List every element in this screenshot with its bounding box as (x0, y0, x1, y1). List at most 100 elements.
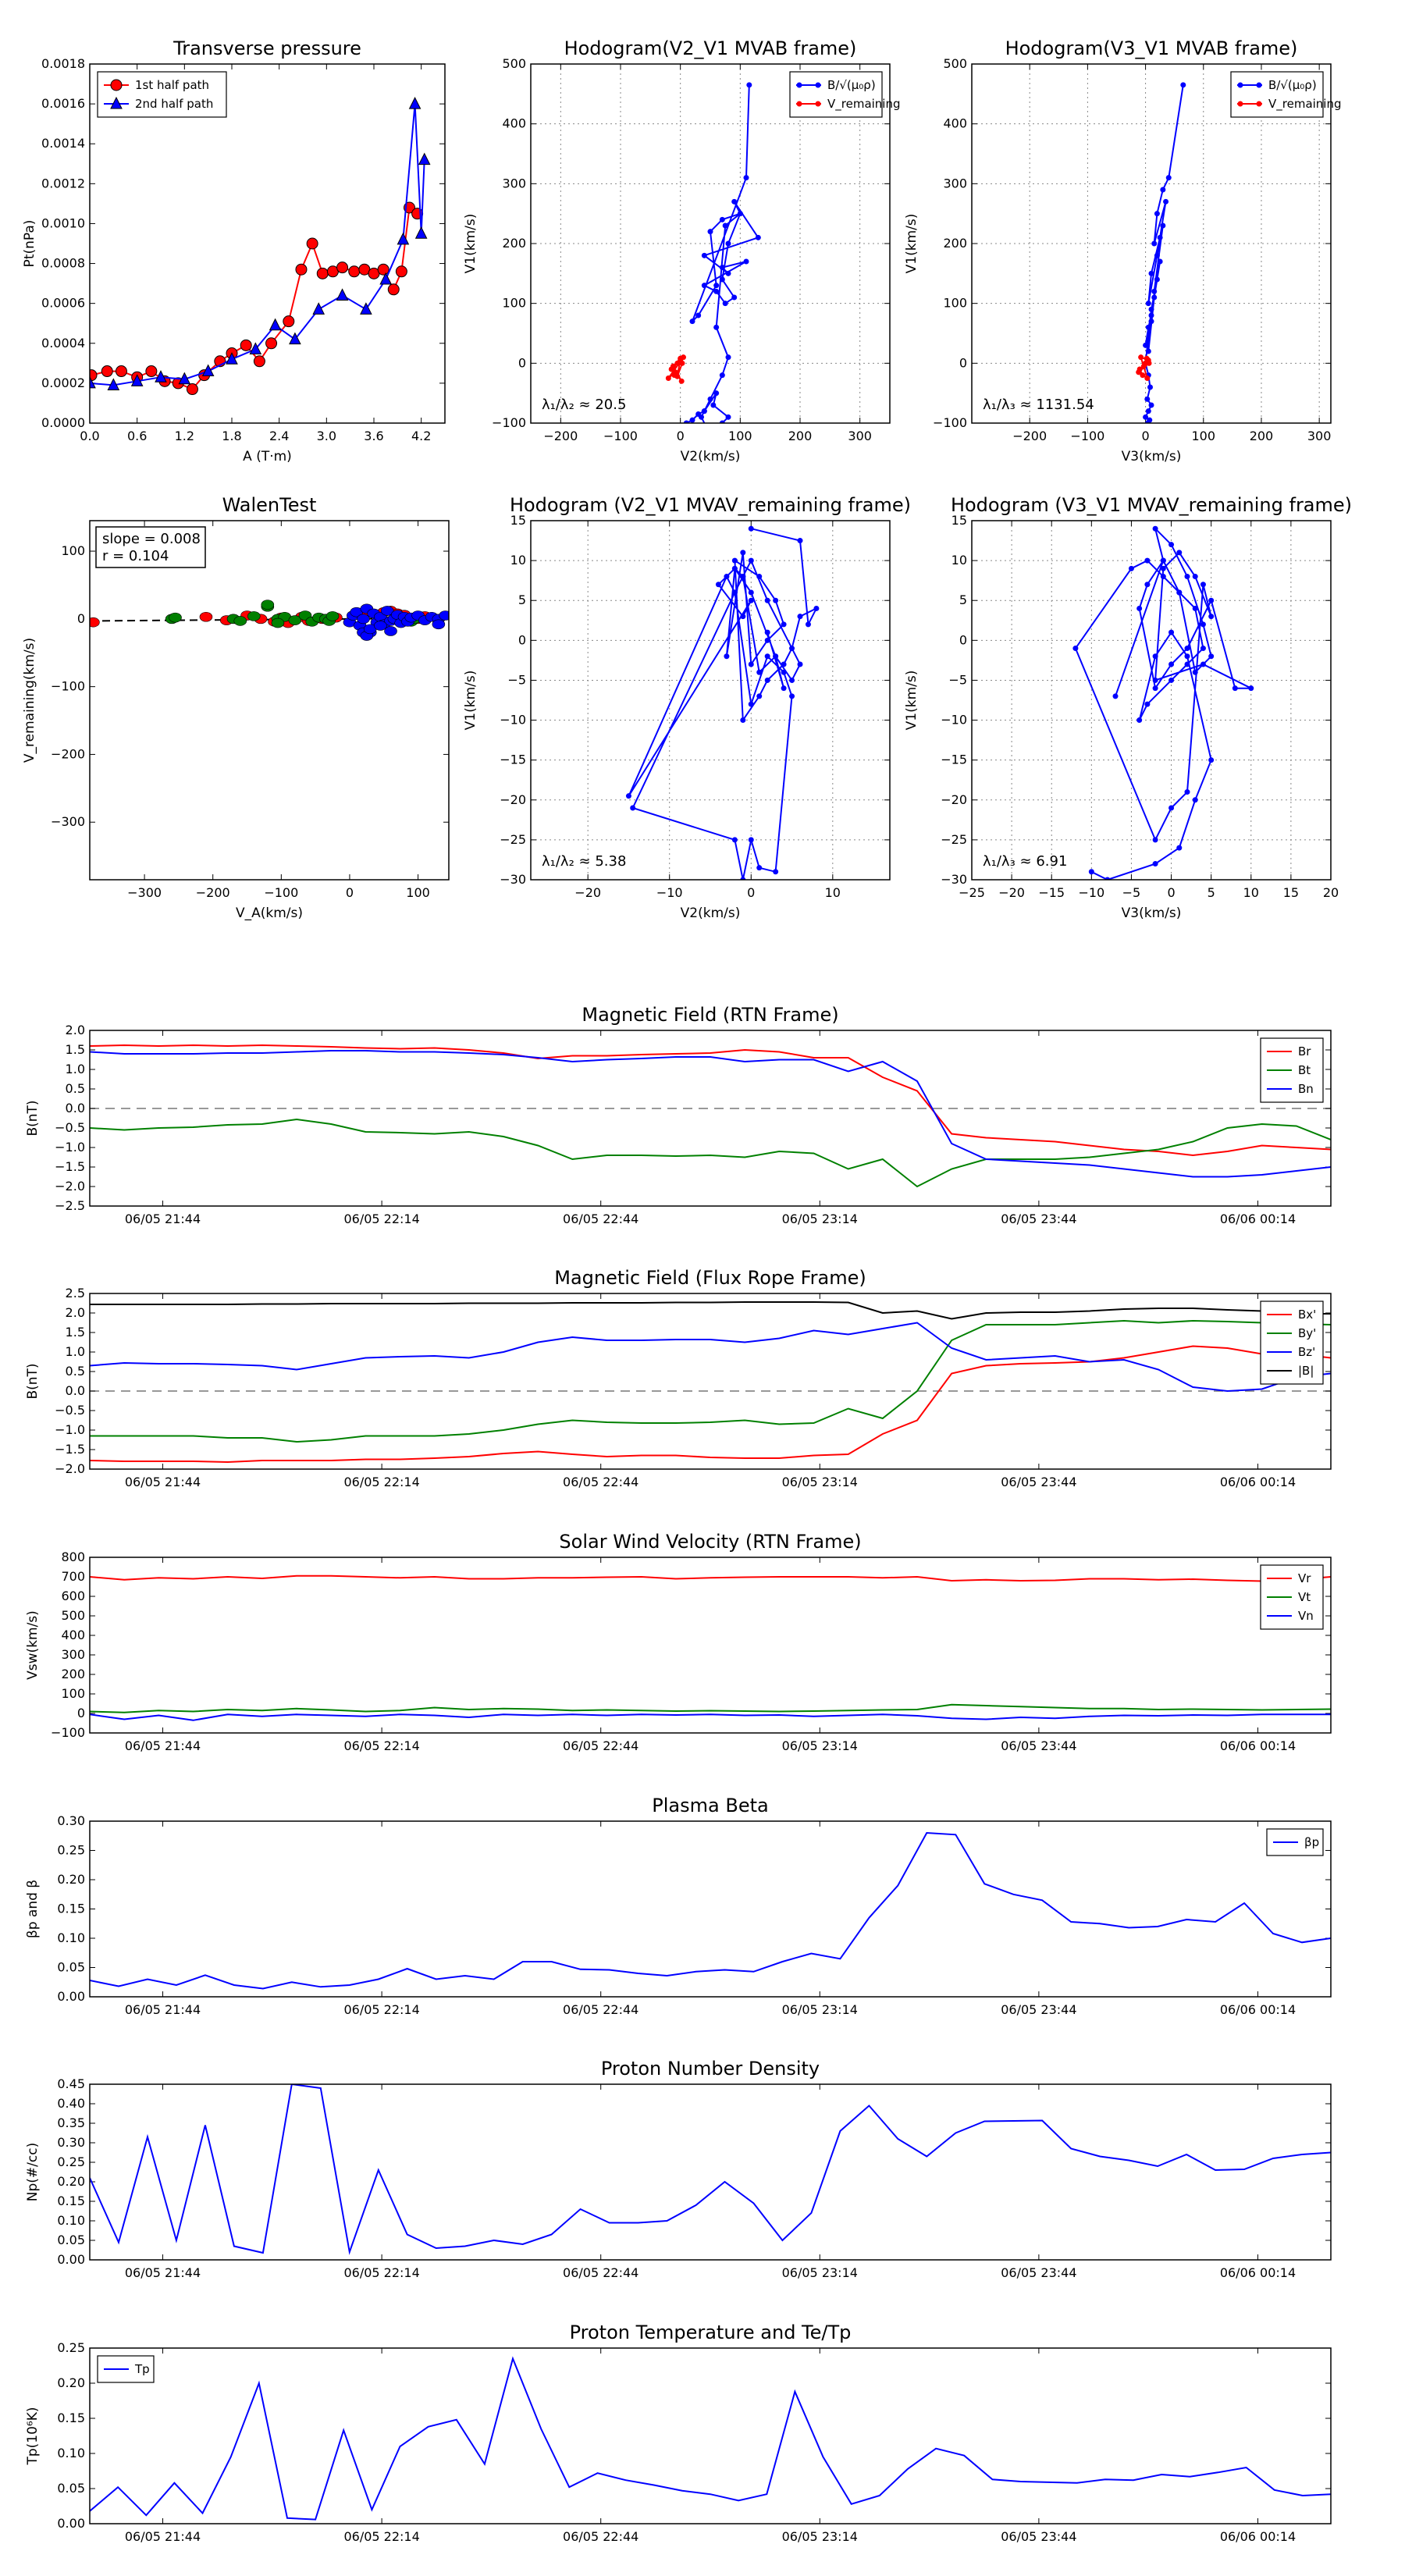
plot-area (90, 600, 449, 641)
y-tick-label: 10 (951, 553, 967, 568)
data-point (1112, 693, 1119, 699)
data-point (1147, 384, 1154, 390)
legend-marker (815, 101, 821, 107)
y-tick-label: 0.0018 (41, 56, 85, 71)
plot-area (90, 1831, 1331, 1990)
data-point (707, 229, 713, 235)
x-tick-label: 0.6 (127, 429, 147, 443)
plot-area (90, 2084, 1331, 2255)
data-point (249, 342, 262, 354)
x-tick-label: 06/05 21:44 (125, 1738, 201, 1753)
data-point (756, 669, 763, 675)
data-point (695, 312, 702, 318)
y-tick-label: 1.5 (66, 1042, 85, 1057)
data-point (1192, 669, 1198, 675)
data-point (379, 272, 392, 285)
x-tick-label: 06/05 23:14 (782, 1212, 858, 1226)
data-point (186, 383, 198, 396)
data-point (261, 600, 275, 610)
y-axis-label: V1(km/s) (904, 214, 919, 274)
data-point (746, 82, 752, 88)
data-point (269, 318, 282, 331)
data-point (1176, 845, 1183, 851)
x-tick-label: 06/05 23:44 (1001, 1212, 1076, 1226)
data-point (1148, 306, 1154, 312)
y-tick-label: 0 (959, 355, 967, 370)
y-tick-label: 0.25 (57, 2340, 85, 2355)
data-point (348, 265, 361, 278)
x-tick-label: −100 (264, 885, 298, 900)
x-tick-label: 20 (1323, 885, 1339, 900)
y-tick-label: 0.0002 (41, 375, 85, 390)
x-tick-label: 1.2 (175, 429, 194, 443)
data-point (1168, 661, 1175, 667)
data-point (1157, 234, 1163, 240)
x-tick-label: 06/05 23:44 (1001, 1475, 1076, 1489)
data-point (169, 612, 182, 623)
x-tick-label: 06/05 22:14 (343, 2529, 419, 2544)
data-point (265, 337, 278, 350)
data-point (740, 717, 746, 724)
data-point (630, 805, 636, 811)
data-point (715, 582, 721, 588)
y-tick-label: −20 (941, 792, 967, 807)
data-point (1152, 861, 1158, 867)
y-tick-label: −0.5 (55, 1403, 85, 1418)
y-tick-label: 0.0006 (41, 296, 85, 311)
x-tick-label: 0 (677, 429, 685, 443)
x-tick-label: 100 (1192, 429, 1216, 443)
data-point (1184, 653, 1190, 660)
x-tick-label: 06/05 23:14 (782, 2529, 858, 2544)
axes-frame (89, 1293, 1332, 1470)
data-point (689, 417, 695, 423)
y-tick-label: 0.10 (57, 1930, 85, 1945)
x-tick-label: 06/05 22:44 (563, 1475, 638, 1489)
data-point (1145, 408, 1151, 415)
y-tick-label: 0 (959, 632, 967, 647)
data-point (1160, 574, 1166, 580)
x-tick-label: 06/05 23:14 (782, 2265, 858, 2280)
data-point (90, 617, 100, 628)
data-point (755, 234, 761, 240)
chart-title: Proton Number Density (601, 2058, 820, 2080)
data-point (1148, 318, 1154, 325)
data-point (1168, 677, 1175, 683)
plot-area (625, 525, 820, 880)
series-line-b (90, 1301, 1331, 1320)
x-tick-label: 100 (406, 885, 430, 900)
y-tick-label: 300 (943, 176, 967, 190)
y-tick-label: 0.5 (66, 1364, 85, 1379)
data-point (797, 538, 803, 544)
data-point (756, 574, 763, 580)
series-line-bx (90, 1345, 1331, 1464)
y-axis-label: V1(km/s) (463, 214, 478, 274)
series-line-2ndhalfpath (90, 104, 425, 386)
data-point (240, 339, 252, 351)
data-point (1145, 324, 1151, 330)
data-point (1144, 701, 1151, 707)
data-point (797, 614, 803, 620)
x-tick-label: 200 (788, 429, 813, 443)
y-tick-label: 500 (502, 56, 526, 71)
y-tick-label: 0.35 (57, 2115, 85, 2130)
series-line-bt (90, 1118, 1331, 1188)
y-tick-label: 0.05 (57, 2233, 85, 2247)
y-tick-label: −100 (492, 415, 526, 430)
annotation-text: slope = 0.008 (102, 531, 201, 547)
legend-box (1230, 71, 1324, 118)
data-point (1152, 525, 1158, 532)
series-line-bz (90, 1322, 1331, 1393)
x-tick-label: 3.6 (364, 429, 383, 443)
plot-area (90, 1574, 1331, 1721)
x-tick-label: −20 (998, 885, 1025, 900)
x-tick-label: 0.0 (80, 429, 99, 443)
x-tick-label: 06/06 00:14 (1220, 2265, 1296, 2280)
data-point (1184, 661, 1190, 667)
data-point (748, 837, 754, 843)
data-point (1208, 597, 1215, 603)
legend-label: 1st half path (135, 78, 209, 92)
data-point (199, 611, 213, 622)
chart-title: Hodogram (V3_V1 MVAV_remaining frame) (951, 494, 1352, 516)
x-tick-label: 06/05 21:44 (125, 2265, 201, 2280)
x-tick-label: 0 (747, 885, 755, 900)
